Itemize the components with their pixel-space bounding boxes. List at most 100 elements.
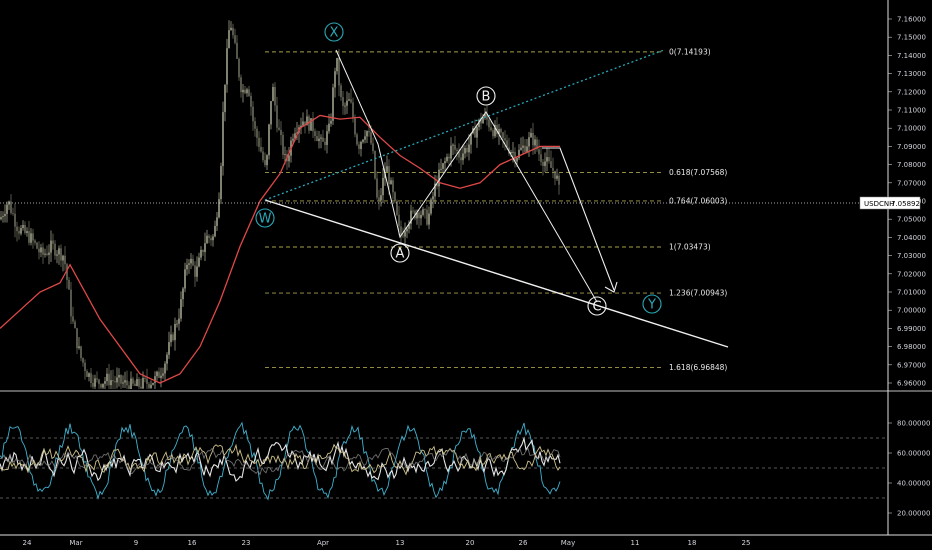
candle-body	[464, 148, 466, 154]
osc-series-line	[0, 447, 561, 476]
candle-body	[468, 144, 470, 153]
candle-body	[506, 140, 508, 148]
time-tick-label: 11	[631, 539, 640, 547]
candle-body	[130, 378, 132, 389]
osc-series-line	[0, 443, 561, 476]
time-tick-label: 26	[519, 539, 528, 547]
candle-body	[148, 383, 150, 388]
projection-path	[542, 147, 615, 291]
candle-body	[538, 149, 540, 155]
candle-body	[412, 210, 414, 212]
candle-body	[170, 334, 172, 343]
candle-body	[434, 183, 436, 197]
candle-body	[498, 129, 500, 135]
candle-body	[142, 377, 144, 389]
candle-body	[402, 235, 404, 237]
candle-body	[302, 121, 304, 126]
candle-body	[48, 252, 50, 255]
candle-body	[416, 212, 418, 219]
wave-label-text: Y	[647, 298, 656, 313]
candle-body	[188, 263, 190, 265]
candle-body	[380, 195, 382, 201]
candle-body	[110, 380, 112, 386]
candle-body	[328, 123, 330, 132]
candle-body	[336, 57, 338, 72]
candle-body	[122, 382, 124, 384]
candle-body	[480, 119, 482, 124]
candle-body	[554, 170, 556, 179]
candle-body	[440, 168, 442, 170]
candle-body	[74, 321, 76, 329]
symbol-badge-value: 7.05892	[891, 200, 920, 208]
candle-body	[172, 334, 174, 341]
candle-body	[408, 223, 410, 229]
candle-body	[146, 378, 148, 384]
candle-body	[482, 117, 484, 124]
candle-body	[10, 201, 12, 214]
candle-body	[496, 124, 498, 135]
candle-body	[96, 378, 98, 380]
candle-body	[376, 178, 378, 198]
wave-label-text: X	[330, 26, 339, 41]
candle-body	[82, 358, 84, 363]
price-tick-label: 7.03000	[897, 252, 926, 260]
candle-body	[484, 113, 486, 118]
candle-body	[418, 212, 420, 219]
candle-body	[450, 145, 452, 159]
candle-body	[126, 380, 128, 386]
candle-body	[120, 375, 122, 384]
fib-level-label: 0(7.14193)	[669, 47, 711, 56]
candle-body	[398, 214, 400, 227]
price-tick-label: 7.14000	[897, 52, 926, 60]
price-tick-label: 7.11000	[897, 107, 926, 115]
candle-body	[488, 119, 490, 128]
fib-level-label: 1.236(7.00943)	[669, 289, 727, 298]
candle-body	[320, 137, 322, 139]
price-tick-label: 7.04000	[897, 234, 926, 242]
candle-body	[338, 57, 340, 86]
fib-level-label: 1.618(6.96848)	[669, 363, 727, 372]
price-tick-label: 7.16000	[897, 16, 926, 24]
candle-body	[344, 105, 346, 107]
candle-body	[406, 228, 408, 232]
candle-body	[208, 235, 210, 238]
candle-body	[262, 151, 264, 161]
candle-body	[164, 363, 166, 374]
price-tick-label: 7.15000	[897, 34, 926, 42]
candle-body	[100, 384, 102, 388]
candle-body	[132, 378, 134, 384]
candle-body	[196, 266, 198, 277]
candle-body	[134, 383, 136, 386]
candle-body	[228, 30, 230, 49]
candle-body	[104, 381, 106, 384]
candle-body	[558, 175, 560, 185]
candle-body	[456, 149, 458, 152]
candle-body	[52, 240, 54, 244]
price-tick-label: 7.09000	[897, 143, 926, 151]
candle-body	[150, 384, 152, 388]
candle-body	[204, 243, 206, 253]
candle-body	[276, 105, 278, 128]
candle-body	[258, 137, 260, 147]
candle-body	[274, 87, 276, 106]
candle-body	[370, 132, 372, 144]
candle-body	[198, 257, 200, 267]
candle-body	[46, 253, 48, 255]
candle-body	[512, 151, 514, 153]
candle-body	[154, 376, 156, 383]
candle-body	[392, 180, 394, 193]
candle-body	[16, 226, 18, 232]
axes: 7.16000 7.15000 7.14000 7.13000 7.12000 7.110…	[23, 16, 931, 548]
candle-body	[366, 131, 368, 137]
candle-body	[224, 84, 226, 113]
candle-body	[522, 145, 524, 148]
candle-body	[536, 139, 538, 150]
candle-body	[410, 210, 412, 224]
candle-body	[304, 121, 306, 126]
candle-body	[540, 154, 542, 162]
wave-label-circle	[587, 296, 607, 316]
candle-body	[22, 225, 24, 229]
candle-body	[542, 161, 544, 166]
candle-body	[420, 214, 422, 219]
